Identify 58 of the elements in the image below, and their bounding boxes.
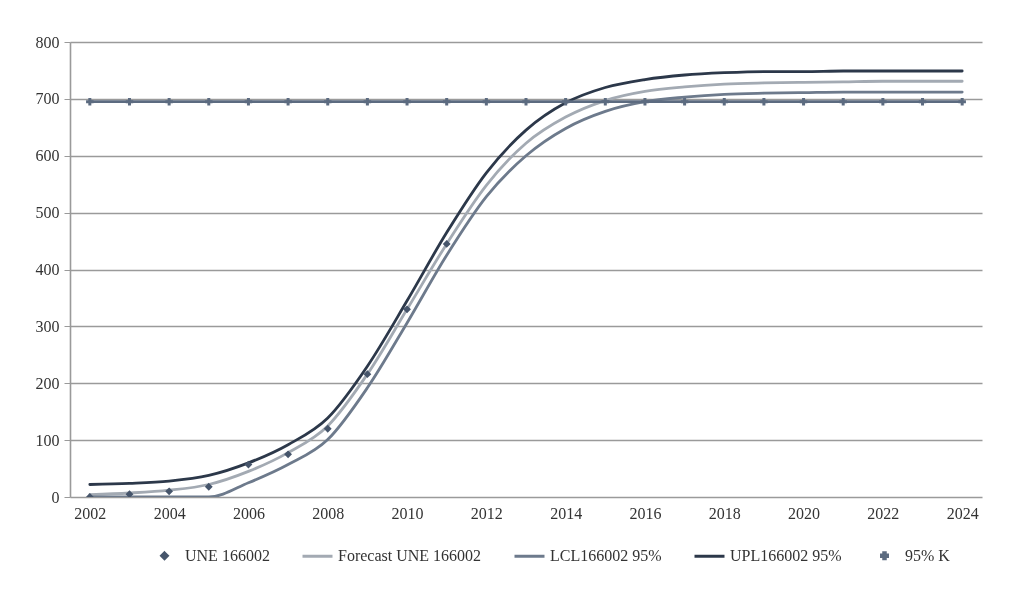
x-tick-label: 2012 bbox=[470, 504, 503, 522]
point bbox=[324, 425, 332, 433]
point bbox=[125, 490, 134, 497]
legend-label: 95% K bbox=[905, 546, 951, 564]
y-tick-label: 800 bbox=[35, 33, 60, 51]
legend-label: Forecast UNE 166002 bbox=[338, 547, 482, 565]
point bbox=[561, 97, 570, 106]
point bbox=[522, 97, 530, 106]
point bbox=[205, 483, 213, 491]
x-tick-label: 2004 bbox=[153, 504, 186, 522]
y-tick-label: 0 bbox=[51, 488, 60, 506]
point bbox=[760, 97, 768, 106]
point bbox=[403, 97, 411, 106]
point bbox=[323, 97, 332, 106]
y-tick-label: 600 bbox=[35, 147, 60, 165]
point bbox=[443, 240, 451, 248]
y-tick-label: 100 bbox=[35, 431, 60, 449]
point bbox=[601, 97, 610, 106]
point bbox=[165, 97, 173, 106]
point bbox=[720, 97, 729, 106]
x-tick-label: 2020 bbox=[788, 504, 821, 522]
x-tick-label: 2022 bbox=[867, 504, 900, 522]
x-tick-label: 2010 bbox=[391, 504, 424, 522]
point bbox=[839, 97, 847, 106]
x-tick-label: 2024 bbox=[946, 504, 979, 522]
y-tick-label: 700 bbox=[35, 90, 60, 108]
x-tick-label: 2018 bbox=[708, 504, 741, 522]
point bbox=[403, 305, 411, 313]
point bbox=[205, 97, 213, 106]
point bbox=[799, 97, 808, 106]
x-tick-label: 2002 bbox=[74, 504, 107, 522]
x-tick-label: 2014 bbox=[550, 504, 583, 522]
point bbox=[165, 487, 173, 495]
legend-label: LCL166002 95% bbox=[550, 547, 662, 565]
point bbox=[442, 97, 451, 106]
y-tick-label: 400 bbox=[35, 261, 60, 278]
point bbox=[879, 97, 887, 106]
y-tick-label: 200 bbox=[35, 374, 60, 392]
point bbox=[125, 97, 134, 106]
y-tick-label: 500 bbox=[35, 204, 60, 222]
y-tick-label: 300 bbox=[35, 317, 60, 335]
point bbox=[363, 370, 371, 378]
point bbox=[244, 97, 253, 106]
point bbox=[680, 97, 689, 106]
point bbox=[244, 460, 253, 469]
x-tick-label: 2008 bbox=[312, 504, 345, 522]
point bbox=[918, 97, 927, 106]
x-tick-label: 2016 bbox=[629, 504, 662, 522]
point bbox=[958, 97, 966, 106]
legend-label: UNE 166002 bbox=[185, 546, 270, 564]
point bbox=[641, 97, 649, 106]
legend-label: UPL166002 95% bbox=[730, 547, 842, 565]
point bbox=[363, 97, 372, 106]
point bbox=[86, 97, 94, 106]
point bbox=[284, 97, 292, 106]
point bbox=[482, 97, 491, 106]
point bbox=[284, 450, 292, 458]
x-tick-label: 2006 bbox=[232, 504, 265, 522]
